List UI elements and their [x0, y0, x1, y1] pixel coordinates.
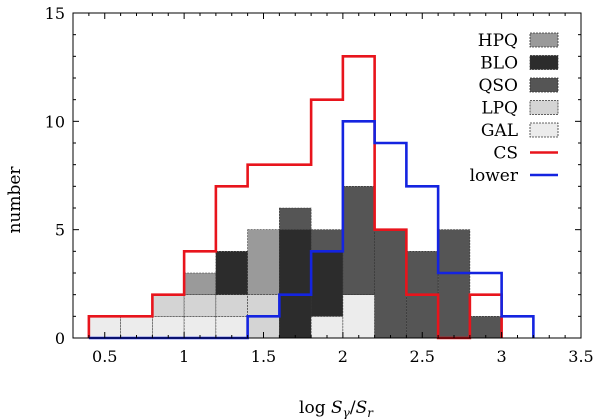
- y-tick-label: 5: [55, 221, 65, 240]
- bar-lpq-2: [152, 294, 185, 317]
- x-tick-label: 1: [179, 347, 189, 366]
- x-axis-label: log Sγ/Sr: [299, 398, 374, 419]
- y-tick-label: 10: [45, 112, 65, 131]
- bar-gal-1: [120, 316, 153, 339]
- y-tick-label: 0: [55, 329, 65, 348]
- x-axis-label-prefix: log: [299, 398, 331, 418]
- x-tick-label: 1.5: [251, 347, 276, 366]
- legend-label-gal: GAL: [481, 121, 518, 141]
- step-line-cs: [87, 55, 503, 340]
- bar-qso-6: [279, 207, 312, 230]
- y-tick-label: 15: [45, 4, 65, 23]
- bar-gal-2: [152, 316, 185, 339]
- legend-label-hpq: HPQ: [478, 31, 518, 51]
- bar-lpq-4: [215, 294, 248, 317]
- legend-swatch-blo: [529, 55, 559, 70]
- x-axis-label-slash: /: [350, 398, 356, 418]
- bar-hpq-3: [183, 272, 217, 295]
- legend-label-cs: CS: [493, 144, 518, 164]
- bar-qso-9: [374, 229, 407, 339]
- bar-hpq-5: [247, 229, 280, 295]
- x-tick-label: 0.5: [92, 347, 117, 366]
- bar-gal-3: [183, 316, 217, 339]
- x-tick-label: 3.5: [568, 347, 593, 366]
- bar-gal-8: [342, 294, 375, 339]
- histogram-bars: [88, 186, 502, 339]
- bar-qso-8: [342, 186, 375, 295]
- legend-swatch-lpq: [529, 100, 559, 115]
- bar-gal-4: [215, 316, 248, 339]
- bar-qso-11: [437, 229, 471, 339]
- y-axis-label: number: [5, 166, 25, 234]
- bar-blo-6: [279, 229, 312, 339]
- bar-blo-4: [215, 251, 248, 295]
- legend-label-lpq: LPQ: [481, 99, 518, 119]
- legend-swatch-qso: [529, 77, 559, 93]
- x-axis-label-s2: S: [356, 398, 368, 418]
- x-tick-label: 3: [497, 347, 507, 366]
- bar-qso-7: [310, 229, 344, 252]
- legend-label-qso: QSO: [478, 76, 518, 96]
- legend-label-blo: BLO: [480, 54, 518, 74]
- bar-blo-7: [310, 251, 344, 317]
- x-tick-label: 2: [338, 347, 348, 366]
- axis-ticks: 0.5 1 1.5 2 2.5 3 3.5 0 5 10 15: [45, 4, 594, 366]
- x-axis-label-sub1: γ: [343, 406, 351, 419]
- x-axis-label-sub2: r: [367, 406, 374, 419]
- legend-label-lower: lower: [470, 166, 519, 186]
- bar-gal-7: [310, 316, 344, 339]
- bar-lpq-3: [183, 294, 217, 317]
- bar-qso-12: [469, 316, 502, 339]
- legend-swatch-hpq: [529, 32, 559, 48]
- legend-swatch-gal: [529, 122, 559, 138]
- x-tick-label: 2.5: [410, 347, 435, 366]
- x-axis-label-s1: S: [331, 398, 343, 418]
